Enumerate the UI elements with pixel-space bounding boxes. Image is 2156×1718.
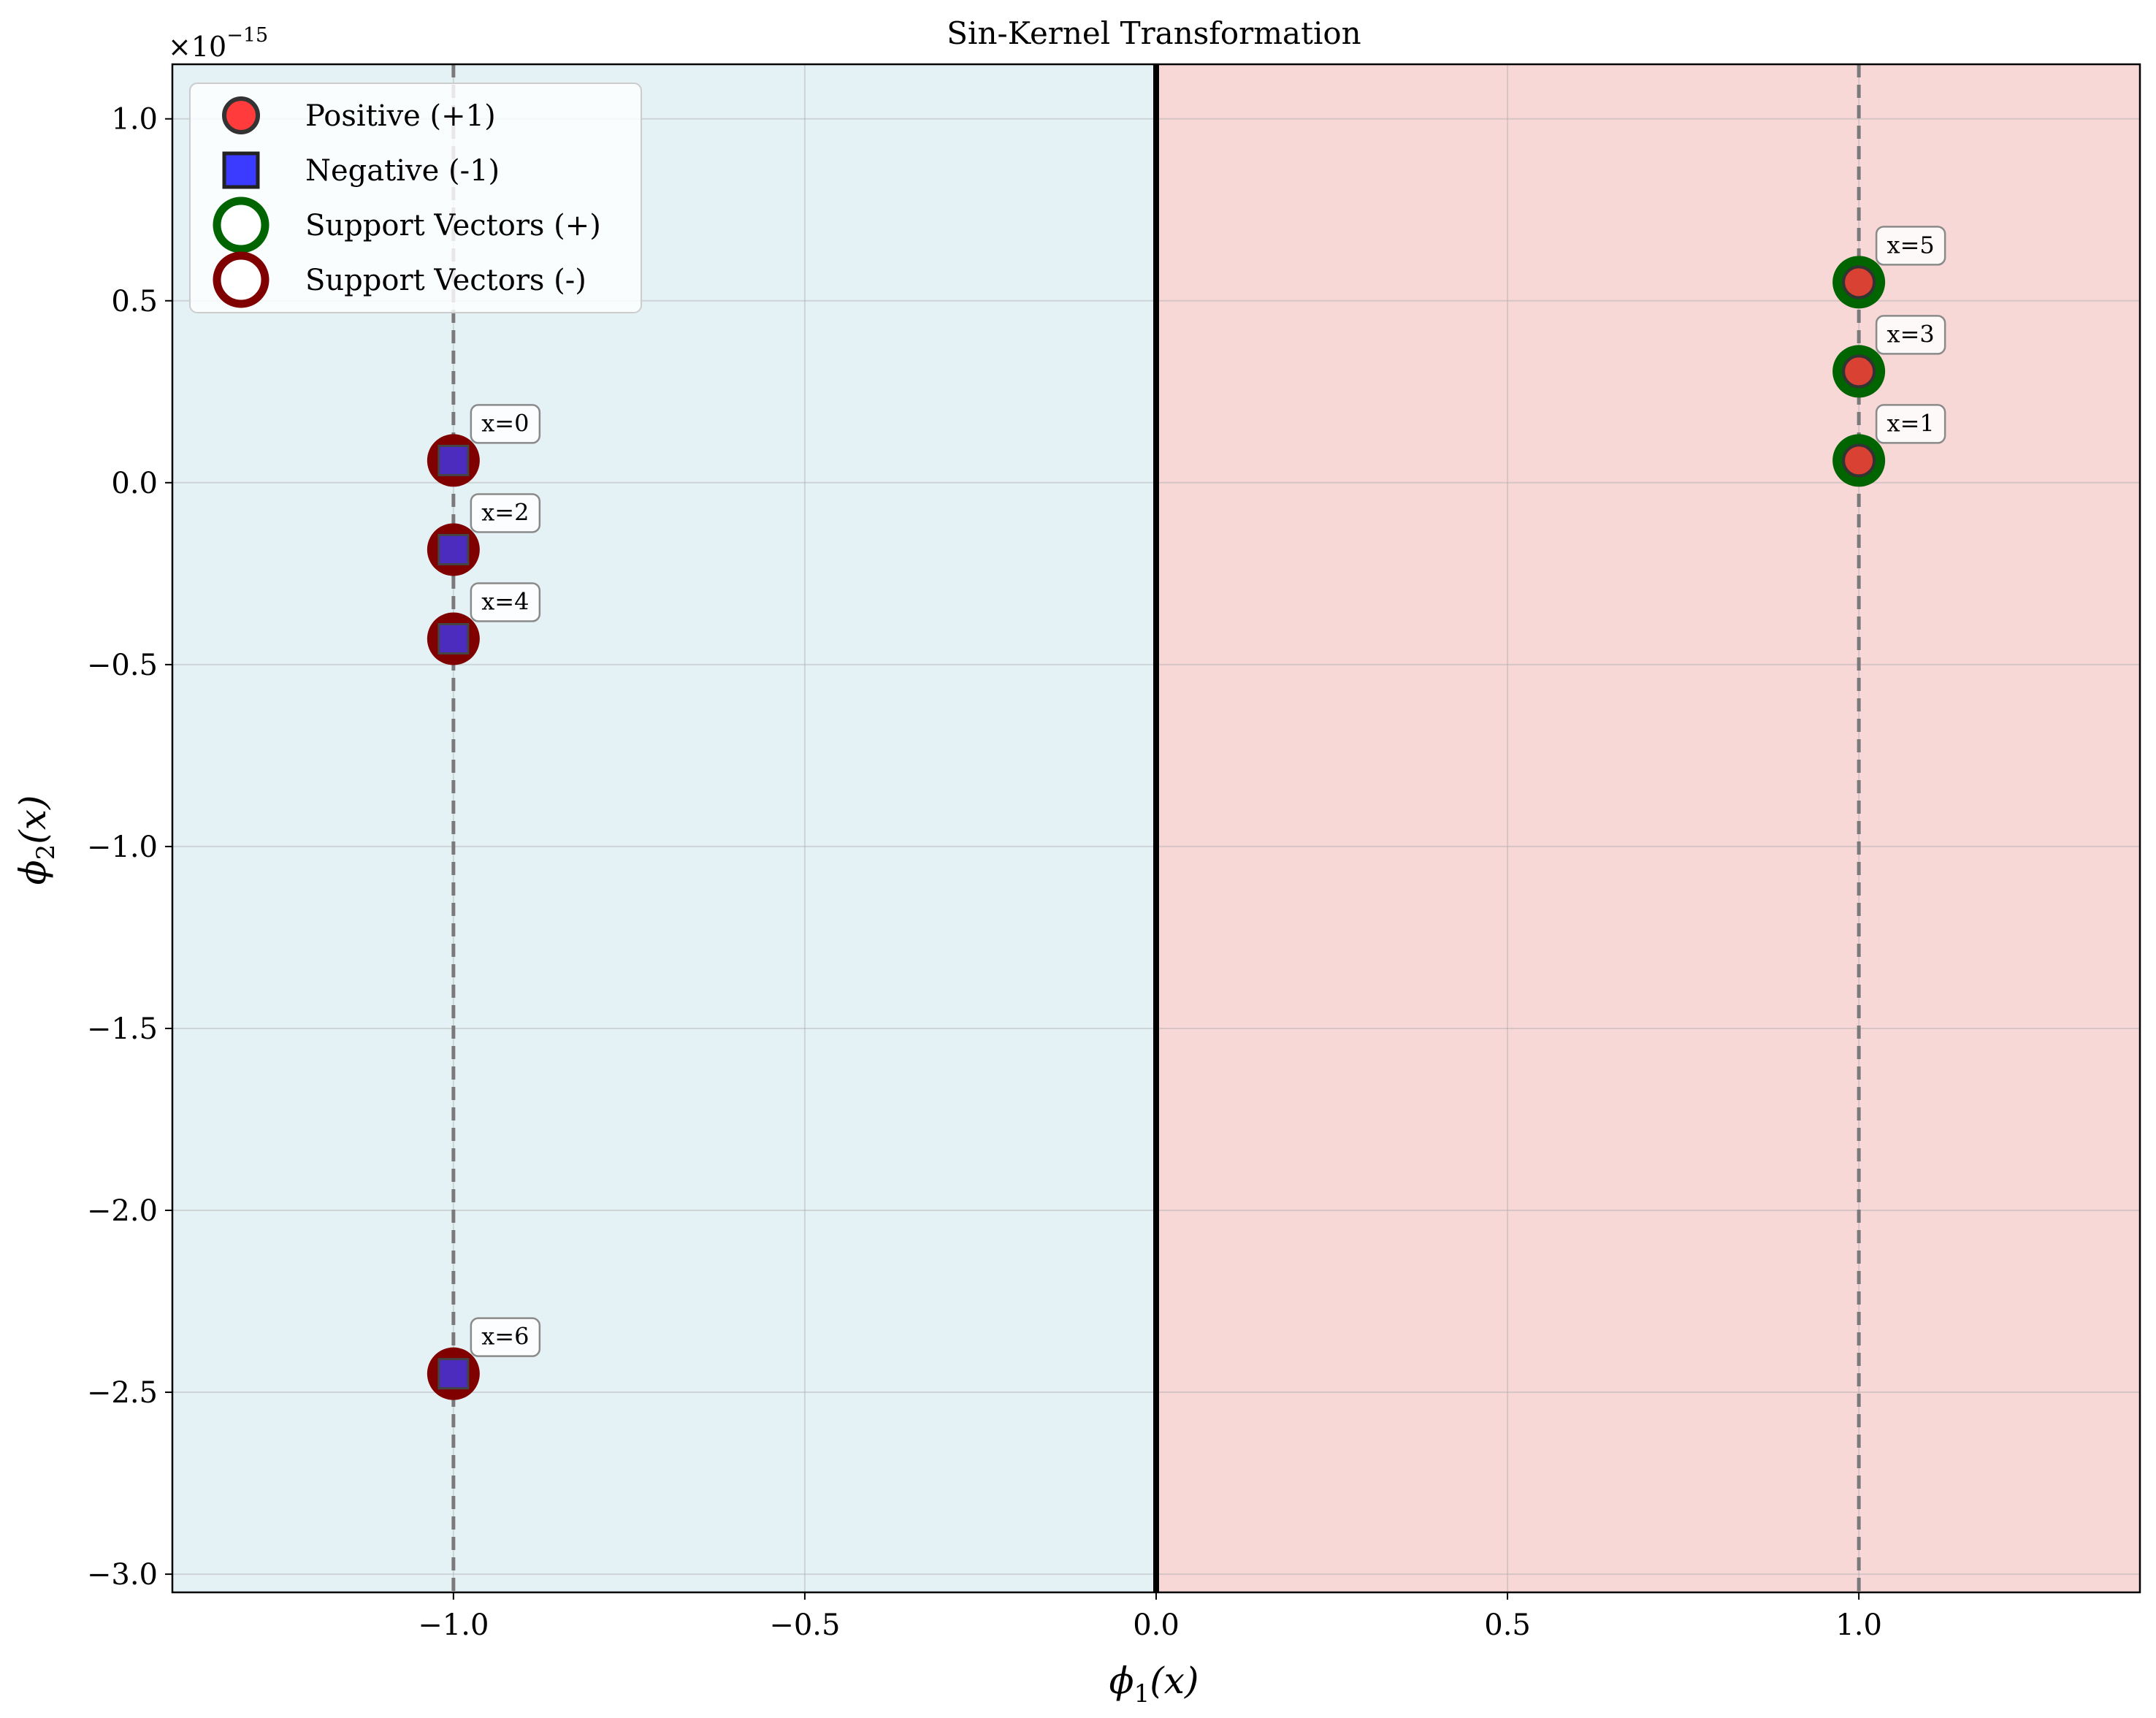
x-axis-label-main: ϕ [1109, 1660, 1134, 1702]
point-label-box [470, 404, 541, 444]
point-label: x=0 [481, 409, 529, 437]
y-tick-label: 0.5 [111, 285, 158, 318]
legend: Positive (+1) Negative (-1) Support Vector… [189, 83, 642, 313]
y-axis-label-main: ϕ [12, 860, 54, 885]
point-negative [437, 622, 470, 654]
legend-box [189, 83, 642, 313]
point-negative [437, 1358, 470, 1390]
y-axis-label: ϕ2(x) [12, 795, 61, 885]
point-label: x=3 [1887, 320, 1935, 348]
x-tick-label: −1.0 [418, 1608, 489, 1642]
point-label: x=4 [481, 587, 529, 615]
y-axis-label-rest: (x) [12, 795, 54, 844]
boundaries [451, 64, 1861, 1592]
point-negative [437, 533, 470, 565]
x-axis-label-rest: (x) [1150, 1660, 1199, 1702]
point-positive [1842, 443, 1876, 478]
legend-label: Negative (-1) [305, 154, 500, 188]
negative-region [172, 64, 1156, 1592]
x-axis-ticks: −1.0 −0.5 0.0 0.5 1.0 [418, 1592, 1882, 1642]
legend-marker-support-vector [213, 196, 270, 253]
point-label: x=6 [481, 1323, 529, 1351]
point-label-box [470, 1317, 541, 1357]
point-label: x=1 [1887, 409, 1935, 437]
x-tick-label: 0.5 [1484, 1608, 1531, 1642]
y-axis-ticks: 1.0 0.5 0.0 −0.5 −1.0 −1.5 −2.0 −2.5 −3.0 [87, 103, 172, 1592]
legend-label: Positive (+1) [305, 99, 496, 133]
y-tick-label: −1.0 [87, 831, 158, 864]
y-tick-label: −0.5 [87, 649, 158, 682]
point-label: x=2 [481, 498, 529, 526]
y-axis-label-sub: 2 [31, 844, 61, 860]
legend-marker-positive [222, 96, 260, 134]
point-label-box [470, 493, 541, 533]
y-tick-label: 1.0 [111, 103, 158, 137]
y-tick-label: −3.0 [87, 1558, 158, 1592]
legend-marker-negative [222, 151, 260, 189]
x-tick-label: −0.5 [769, 1608, 840, 1642]
point-label: x=5 [1887, 231, 1935, 259]
y-scale-label: ×10−15 [168, 24, 268, 63]
point-labels: x=1 x=3 x=5 x=0 x=2 x=4 x=6 [470, 226, 1946, 1357]
point-label-box [1875, 226, 1946, 266]
legend-marker-support-vector [213, 251, 270, 308]
legend-label: Support Vectors (-) [305, 264, 586, 297]
y-scale-exponent: −15 [226, 24, 268, 47]
y-tick-label: 0.0 [111, 467, 158, 500]
x-tick-label: 0.0 [1133, 1608, 1180, 1642]
point-positive [1842, 265, 1876, 299]
y-tick-label: −1.5 [87, 1012, 158, 1046]
y-scale-base: ×10 [168, 31, 226, 63]
point-positive [1842, 354, 1876, 389]
positive-region [1156, 64, 2140, 1592]
point-label-box [470, 582, 541, 622]
x-axis-label-sub: 1 [1134, 1679, 1150, 1709]
y-tick-label: −2.0 [87, 1194, 158, 1228]
regions [172, 64, 2140, 1592]
x-axis-label: ϕ1(x) [1109, 1660, 1199, 1709]
y-tick-label: −2.5 [87, 1376, 158, 1410]
point-label-box [1875, 404, 1946, 444]
point-label-box [1875, 315, 1946, 355]
points [427, 256, 1886, 1400]
point-negative [437, 444, 470, 476]
x-tick-label: 1.0 [1835, 1608, 1882, 1642]
chart-title: Sin-Kernel Transformation [947, 15, 1361, 51]
legend-label: Support Vectors (+) [305, 209, 601, 243]
